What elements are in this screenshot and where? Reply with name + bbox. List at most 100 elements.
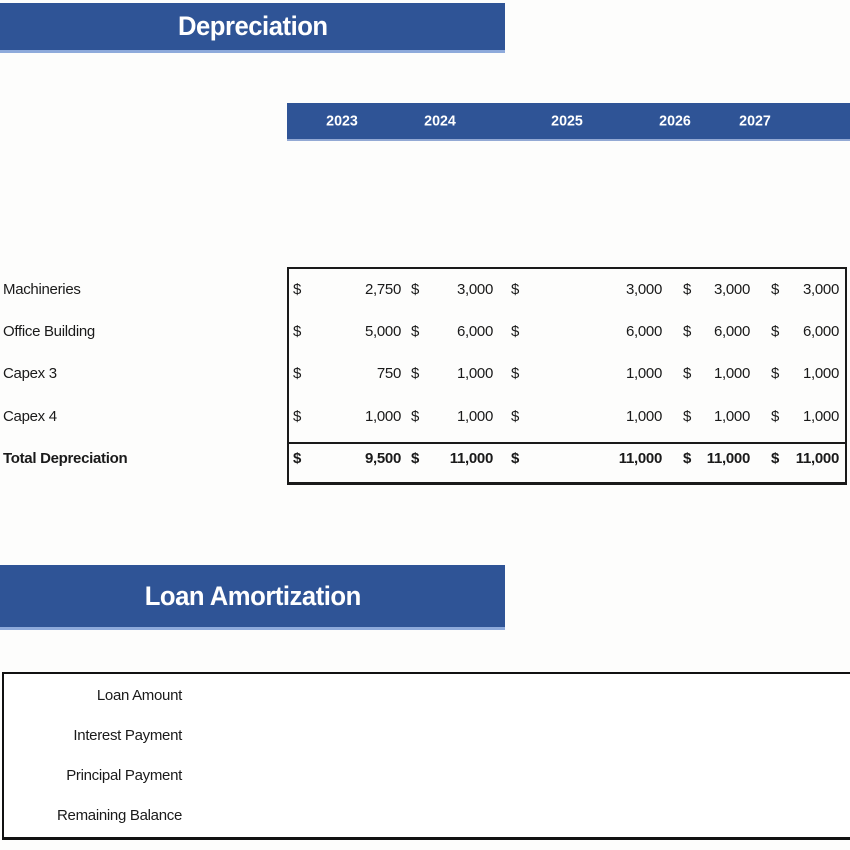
table-row-loan-amount: Loan Amount xyxy=(4,676,850,716)
currency-symbol: $ xyxy=(771,365,780,383)
table-row-remaining-balance: Remaining Balance xyxy=(4,795,850,835)
cell-machineries-2024[interactable]: $3,000 xyxy=(405,268,505,310)
table-row-office-building: Office Building $5,000 $6,000 $6,000 $6,… xyxy=(0,310,850,352)
cell-value: 6,000 xyxy=(802,323,839,341)
cell-value: 11,000 xyxy=(706,450,751,468)
row-label-total-depreciation: Total Depreciation xyxy=(3,450,128,468)
table-row-capex-3: Capex 3 $750 $1,000 $1,000 $1,000 $1,000 xyxy=(0,353,850,395)
currency-symbol: $ xyxy=(511,450,520,468)
cell-total-2027[interactable]: $11,000 xyxy=(765,438,844,480)
cell-office-building-2024[interactable]: $6,000 xyxy=(405,310,505,352)
year-header-2027: 2027 xyxy=(739,112,771,130)
cell-office-building-2025[interactable]: $6,000 xyxy=(505,310,677,352)
cell-office-building-2027[interactable]: $6,000 xyxy=(765,310,844,352)
cell-value: 11,000 xyxy=(618,450,663,468)
cell-value: 1,000 xyxy=(802,407,839,425)
cell-capex-4-2027[interactable]: $1,000 xyxy=(765,395,844,437)
cell-value: 3,000 xyxy=(802,280,839,298)
cell-capex-3-2027[interactable]: $1,000 xyxy=(765,353,844,395)
cell-capex-4-2025[interactable]: $1,000 xyxy=(505,395,677,437)
table-row-principal-payment: Principal Payment xyxy=(4,756,850,796)
cell-capex-4-2023[interactable]: $1,000 xyxy=(287,395,405,437)
cell-machineries-2025[interactable]: $3,000 xyxy=(505,268,677,310)
table-row-capex-4: Capex 4 $1,000 $1,000 $1,000 $1,000 $1,0… xyxy=(0,395,850,437)
cell-value: 1,000 xyxy=(364,407,401,425)
currency-symbol: $ xyxy=(683,280,692,298)
currency-symbol: $ xyxy=(293,407,302,425)
cell-value: 3,000 xyxy=(713,280,750,298)
year-header-2026: 2026 xyxy=(659,112,691,130)
cell-value: 1,000 xyxy=(456,365,493,383)
currency-symbol: $ xyxy=(511,280,520,298)
currency-symbol: $ xyxy=(511,407,520,425)
cell-value: 1,000 xyxy=(802,365,839,383)
cell-capex-3-2026[interactable]: $1,000 xyxy=(677,353,765,395)
row-label-machineries: Machineries xyxy=(3,280,81,298)
year-header-2023: 2023 xyxy=(326,112,358,130)
row-label-interest-payment: Interest Payment xyxy=(73,727,182,745)
cell-value: 9,500 xyxy=(364,450,401,468)
cell-total-2026[interactable]: $11,000 xyxy=(677,438,765,480)
loan-amortization-section-banner: Loan Amortization xyxy=(0,565,505,630)
currency-symbol: $ xyxy=(771,323,780,341)
currency-symbol: $ xyxy=(411,407,420,425)
depreciation-section-title: Depreciation xyxy=(177,11,328,41)
cell-capex-3-2024[interactable]: $1,000 xyxy=(405,353,505,395)
cell-value: 6,000 xyxy=(625,323,662,341)
currency-symbol: $ xyxy=(683,365,692,383)
currency-symbol: $ xyxy=(771,450,780,468)
currency-symbol: $ xyxy=(771,407,780,425)
cell-value: 6,000 xyxy=(456,323,493,341)
row-label-principal-payment: Principal Payment xyxy=(66,766,182,784)
row-label-loan-amount: Loan Amount xyxy=(96,687,182,705)
cell-value: 1,000 xyxy=(625,407,662,425)
table-row-machineries: Machineries $2,750 $3,000 $3,000 $3,000 … xyxy=(0,268,850,310)
currency-symbol: $ xyxy=(293,450,302,468)
row-label-remaining-balance: Remaining Balance xyxy=(57,806,182,824)
cell-value: 3,000 xyxy=(625,280,662,298)
cell-total-2023[interactable]: $9,500 xyxy=(287,438,405,480)
cell-value: 1,000 xyxy=(625,365,662,383)
cell-capex-4-2026[interactable]: $1,000 xyxy=(677,395,765,437)
row-label-office-building: Office Building xyxy=(3,323,95,341)
cell-value: 2,750 xyxy=(364,280,401,298)
cell-value: 11,000 xyxy=(795,450,840,468)
currency-symbol: $ xyxy=(771,280,780,298)
currency-symbol: $ xyxy=(511,323,520,341)
cell-capex-4-2024[interactable]: $1,000 xyxy=(405,395,505,437)
depreciation-section-banner: Depreciation xyxy=(0,3,505,53)
cell-capex-3-2025[interactable]: $1,000 xyxy=(505,353,677,395)
currency-symbol: $ xyxy=(683,450,692,468)
cell-machineries-2026[interactable]: $3,000 xyxy=(677,268,765,310)
loan-amortization-table: Loan Amount Interest Payment Principal P… xyxy=(2,672,850,840)
cell-value: 1,000 xyxy=(713,365,750,383)
year-header-2024: 2024 xyxy=(424,112,456,130)
currency-symbol: $ xyxy=(511,365,520,383)
currency-symbol: $ xyxy=(411,280,420,298)
cell-capex-3-2023[interactable]: $750 xyxy=(287,353,405,395)
cell-machineries-2023[interactable]: $2,750 xyxy=(287,268,405,310)
row-label-capex-3: Capex 3 xyxy=(3,365,57,383)
year-header-2025: 2025 xyxy=(551,112,583,130)
currency-symbol: $ xyxy=(411,450,420,468)
table-row-total-depreciation: Total Depreciation $9,500 $11,000 $11,00… xyxy=(0,438,850,480)
cell-value: 1,000 xyxy=(456,407,493,425)
cell-value: 1,000 xyxy=(713,407,750,425)
depreciation-table: Machineries $2,750 $3,000 $3,000 $3,000 … xyxy=(0,268,850,480)
cell-office-building-2026[interactable]: $6,000 xyxy=(677,310,765,352)
currency-symbol: $ xyxy=(683,323,692,341)
row-label-capex-4: Capex 4 xyxy=(3,407,57,425)
currency-symbol: $ xyxy=(411,323,420,341)
cell-total-2024[interactable]: $11,000 xyxy=(405,438,505,480)
year-header-band: 2023 2024 2025 2026 2027 xyxy=(287,103,850,141)
loan-amortization-section-title: Loan Amortization xyxy=(144,580,361,611)
cell-value: 11,000 xyxy=(449,450,494,468)
cell-office-building-2023[interactable]: $5,000 xyxy=(287,310,405,352)
cell-value: 3,000 xyxy=(456,280,493,298)
table-row-interest-payment: Interest Payment xyxy=(4,716,850,756)
currency-symbol: $ xyxy=(293,323,302,341)
cell-value: 5,000 xyxy=(364,323,401,341)
currency-symbol: $ xyxy=(683,407,692,425)
cell-machineries-2027[interactable]: $3,000 xyxy=(765,268,844,310)
cell-total-2025[interactable]: $11,000 xyxy=(505,438,677,480)
